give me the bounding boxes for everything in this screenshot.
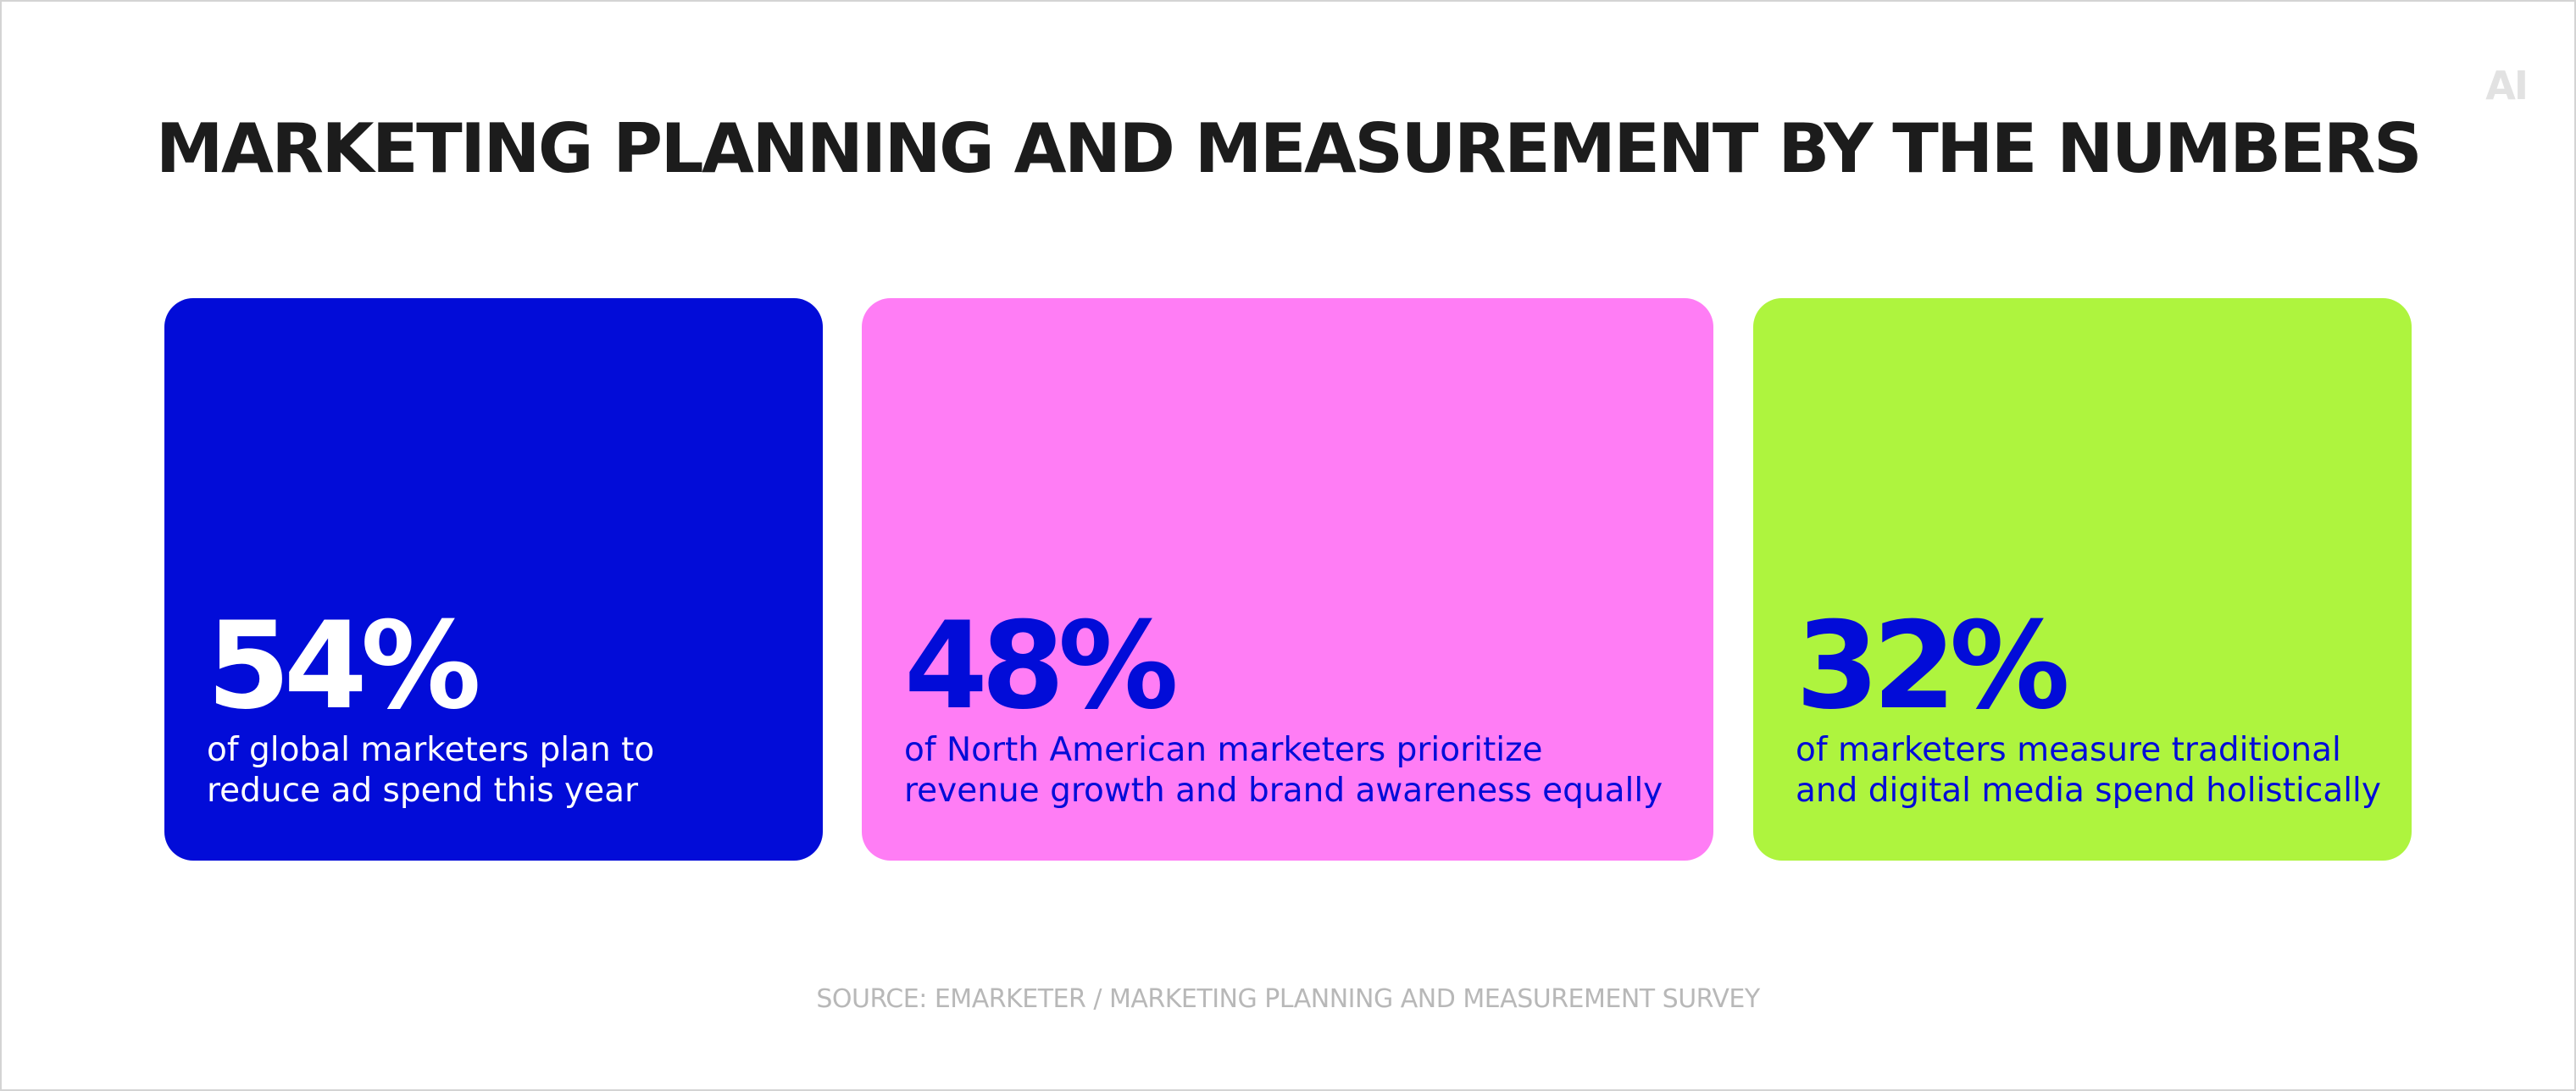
stat-description: of marketers measure traditional and dig… [1796, 730, 2576, 811]
page-title: MARKETING PLANNING AND MEASUREMENT BY TH… [155, 109, 2423, 188]
stat-description: of North American marketers prioritize r… [904, 730, 1692, 811]
stat-value: 48% [904, 596, 1179, 736]
brand-logo: AI [2485, 63, 2529, 108]
stat-card-north-american-priorities: 48% of North American marketers prioriti… [862, 298, 1713, 861]
stat-description-line: of global marketers plan to [207, 731, 655, 769]
source-note: SOURCE: EMARKETER / MARKETING PLANNING A… [816, 984, 1760, 1014]
stat-value: 54% [207, 596, 481, 736]
stat-value: 32% [1796, 596, 2070, 736]
stat-description: of global marketers plan to reduce ad sp… [207, 730, 995, 811]
stat-description-line: of marketers measure traditional [1796, 731, 2341, 769]
stat-description-line: reduce ad spend this year [207, 772, 639, 810]
stat-card-global-ad-spend: 54% of global marketers plan to reduce a… [164, 298, 823, 861]
stat-description-line: and digital media spend holistically [1796, 772, 2381, 810]
stat-description-line: revenue growth and brand awareness equal… [904, 772, 1663, 810]
stat-card-holistic-measurement: 32% of marketers measure traditional and… [1753, 298, 2412, 861]
stat-description-line: of North American marketers prioritize [904, 731, 1543, 769]
